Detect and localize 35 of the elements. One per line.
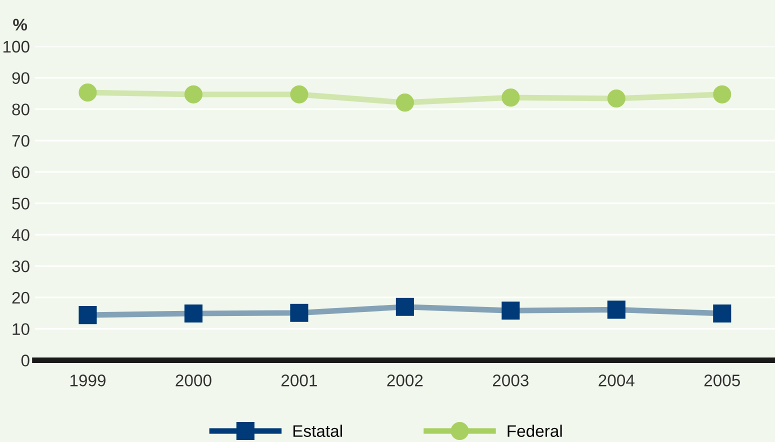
y-tick-label: 10 <box>12 323 30 336</box>
x-tick-label: 2000 <box>176 374 212 386</box>
y-tick-label: 0 <box>21 354 30 366</box>
y-tick-label: 40 <box>12 229 30 241</box>
x-tick-label: 2001 <box>282 374 317 386</box>
x-tick-label: 2003 <box>492 374 528 386</box>
x-tick-label: 1999 <box>70 374 106 386</box>
point <box>184 304 202 322</box>
x-tick-label: 2004 <box>598 374 634 386</box>
x-tick-label: 2005 <box>704 374 740 386</box>
point <box>78 306 97 324</box>
point <box>78 84 97 102</box>
point <box>396 94 414 112</box>
y-tick-label: 70 <box>12 134 30 147</box>
point <box>502 88 520 107</box>
point <box>184 85 202 104</box>
y-tick-label: 20 <box>12 292 30 304</box>
point <box>607 300 626 319</box>
x-tick-label: 2002 <box>387 374 423 386</box>
point <box>607 89 626 108</box>
point <box>713 85 732 104</box>
y-tick-label: 90 <box>12 72 30 84</box>
legend-label: Estatal <box>293 424 342 437</box>
y-tick-label: 30 <box>12 260 30 272</box>
point <box>290 304 308 322</box>
y-axis-title: % <box>13 18 28 31</box>
y-tick-label: 100 <box>3 40 30 53</box>
point <box>396 298 414 316</box>
point <box>290 85 308 104</box>
y-tick-label: 50 <box>12 198 30 210</box>
y-tick-label: 60 <box>12 166 30 178</box>
legend-label: Federal <box>508 424 562 437</box>
point <box>713 304 732 322</box>
y-tick-label: 80 <box>12 104 30 116</box>
point <box>502 302 520 320</box>
